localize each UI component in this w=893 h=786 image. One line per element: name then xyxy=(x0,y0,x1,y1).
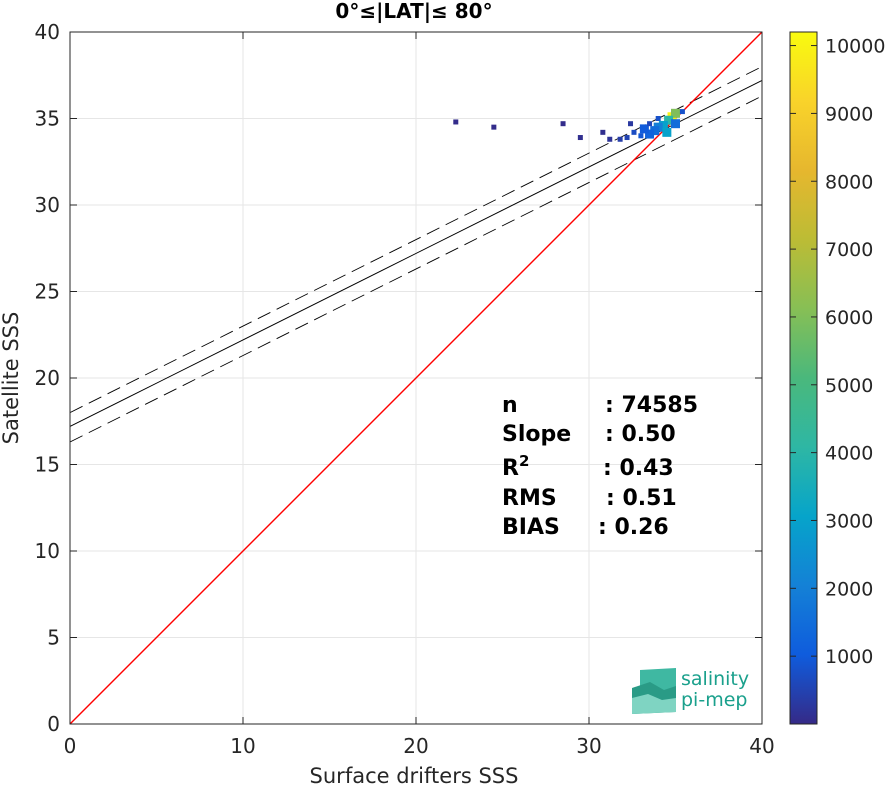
density-point xyxy=(617,136,623,142)
density-point xyxy=(491,124,497,130)
density-point xyxy=(671,119,680,129)
y-tick-label: 25 xyxy=(35,280,60,304)
y-tick-label: 0 xyxy=(47,712,60,736)
chart-title: 0°≤|LAT|≤ 80° xyxy=(335,0,492,23)
logo-mark-icon xyxy=(632,668,676,714)
density-point xyxy=(650,126,660,136)
stat-value: : 0.51 xyxy=(606,486,677,511)
x-tick-label: 30 xyxy=(576,734,601,758)
density-point xyxy=(658,120,668,130)
logo-line2: pi-mep xyxy=(681,689,747,711)
density-point xyxy=(628,121,634,127)
x-tick-label: 40 xyxy=(749,734,774,758)
x-tick-labels: 0 10 20 30 40 xyxy=(64,32,775,758)
density-point xyxy=(655,116,661,121)
one-to-one-line xyxy=(70,32,762,724)
y-tick-label: 15 xyxy=(35,453,60,477)
colorbar xyxy=(789,31,818,725)
colorbar-tick-label: 4000 xyxy=(825,443,873,465)
fit-upper-line xyxy=(70,66,762,414)
colorbar-tick-label: 8000 xyxy=(825,171,873,193)
density-points xyxy=(453,108,685,142)
density-point xyxy=(600,129,606,135)
stat-value: : 74585 xyxy=(605,393,698,418)
colorbar-tick-label: 7000 xyxy=(825,239,873,261)
colorbar-tick-label: 1000 xyxy=(825,646,873,668)
density-point xyxy=(671,108,680,118)
logo-line1: salinity xyxy=(681,668,749,690)
density-point xyxy=(624,135,630,141)
stat-label: RMS xyxy=(502,486,557,511)
density-point xyxy=(638,133,644,139)
density-point xyxy=(577,135,583,141)
colorbar-tick-label: 5000 xyxy=(825,375,873,397)
stat-value: : 0.43 xyxy=(603,456,674,481)
density-point xyxy=(645,129,655,139)
stat-label: Slope xyxy=(502,422,571,447)
y-tick-label: 35 xyxy=(35,107,60,131)
density-point xyxy=(679,109,685,115)
density-point xyxy=(662,127,672,137)
stat-superscript: 2 xyxy=(519,452,529,470)
y-tick-label: 5 xyxy=(47,626,60,650)
stat-value: : 0.26 xyxy=(598,515,669,540)
logo: salinity pi-mep xyxy=(632,668,749,714)
x-tick-label: 0 xyxy=(64,734,77,758)
y-tick-label: 30 xyxy=(35,193,60,217)
y-tick-label: 10 xyxy=(35,539,60,563)
colorbar-tick-label: 6000 xyxy=(825,307,873,329)
x-tick-label: 20 xyxy=(403,734,428,758)
colorbar-tick-label: 3000 xyxy=(825,510,873,532)
density-point xyxy=(647,121,653,127)
stat-label: BIAS xyxy=(502,515,560,540)
colorbar-tick-label: 9000 xyxy=(825,103,873,125)
density-point xyxy=(560,121,566,127)
colorbar-tick-label: 2000 xyxy=(825,578,873,600)
stat-value: : 0.50 xyxy=(605,422,676,447)
y-tick-label: 40 xyxy=(35,20,60,44)
x-axis-label: Surface drifters SSS xyxy=(310,764,519,786)
y-tick-labels: 0 5 10 15 20 25 30 35 40 xyxy=(35,20,762,736)
colorbar-tick-labels: 1000 2000 3000 4000 5000 6000 7000 8000 9000 1000… xyxy=(790,36,885,668)
density-point xyxy=(453,119,459,125)
y-axis-label: Satellite SSS xyxy=(0,312,23,445)
colorbar-tick-label: 10000 xyxy=(825,36,885,58)
fit-lower-line xyxy=(70,95,762,443)
density-point xyxy=(607,136,613,142)
stat-label: n xyxy=(502,393,518,418)
y-tick-label: 20 xyxy=(35,366,60,390)
density-point xyxy=(631,129,637,135)
x-tick-label: 10 xyxy=(230,734,255,758)
density-point xyxy=(664,115,674,125)
density-point xyxy=(639,124,649,134)
